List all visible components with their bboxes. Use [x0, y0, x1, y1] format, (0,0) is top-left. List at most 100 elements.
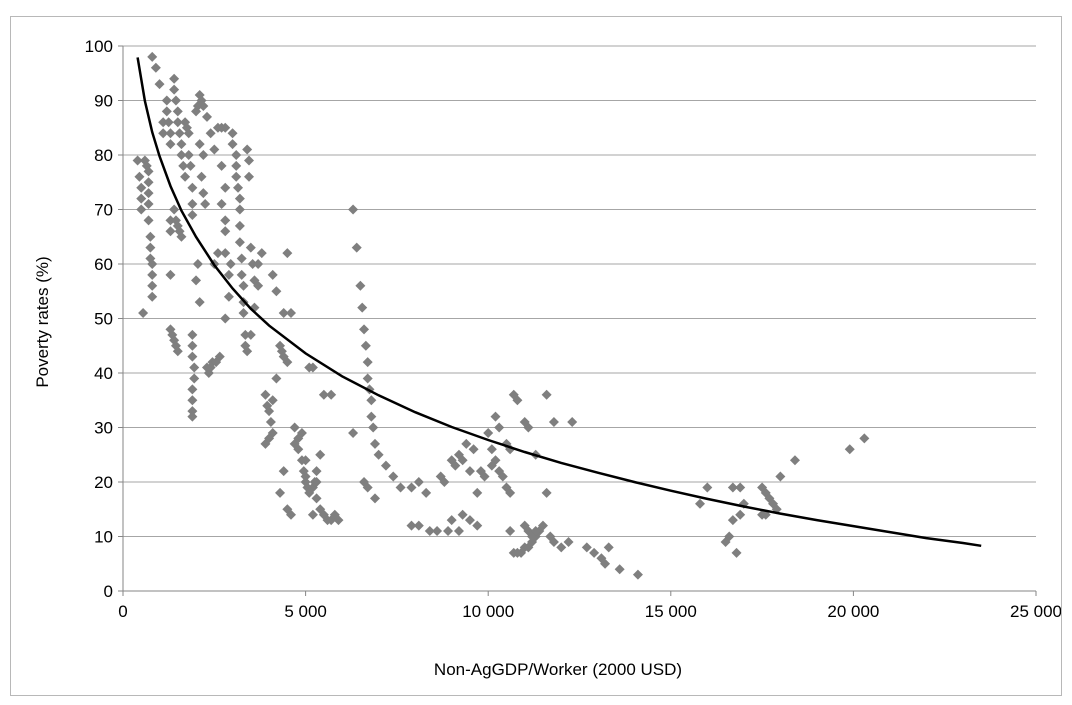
data-point [505, 487, 516, 498]
data-point [234, 193, 245, 204]
data-point [196, 171, 207, 182]
data-point [187, 182, 198, 193]
data-point [355, 280, 366, 291]
data-point [161, 106, 172, 117]
data-point [366, 395, 377, 406]
data-point [169, 84, 180, 95]
data-point [185, 160, 196, 171]
data-point [632, 569, 643, 580]
data-point [227, 139, 238, 150]
y-tick-label: 90 [94, 92, 113, 111]
data-point [187, 384, 198, 395]
data-point [278, 466, 289, 477]
data-point [486, 460, 497, 471]
data-point [264, 406, 275, 417]
data-point [147, 269, 158, 280]
data-point [556, 542, 567, 553]
data-point [567, 417, 578, 428]
data-point [413, 477, 424, 487]
data-point [194, 139, 205, 150]
data-point [216, 199, 227, 210]
data-point [143, 215, 154, 226]
data-point [432, 526, 443, 537]
data-point [563, 536, 574, 547]
data-point [209, 144, 220, 155]
data-point [147, 280, 158, 291]
data-point [189, 362, 200, 373]
data-point [695, 498, 706, 509]
data-point [150, 62, 161, 73]
data-point [136, 204, 147, 215]
data-point [198, 188, 209, 199]
data-point [223, 291, 234, 302]
data-point [614, 564, 625, 575]
x-tick-label: 25 000 [1010, 602, 1061, 621]
data-point [172, 346, 183, 357]
data-point [253, 259, 264, 269]
x-tick-label: 15 000 [645, 602, 697, 621]
data-point [380, 460, 391, 471]
data-point [472, 520, 483, 531]
data-point [275, 487, 286, 498]
data-point [163, 117, 174, 128]
data-point [446, 515, 457, 526]
data-point [267, 395, 278, 406]
data-point [424, 526, 435, 537]
data-point [362, 482, 373, 493]
data-point [362, 373, 373, 384]
data-point [231, 160, 242, 171]
y-tick-label: 0 [104, 582, 113, 601]
data-point [289, 422, 300, 433]
data-point [243, 171, 254, 182]
data-point [413, 520, 424, 531]
data-point [541, 487, 552, 498]
data-point [143, 177, 154, 188]
data-point [253, 280, 264, 291]
data-point [282, 248, 293, 259]
data-point [450, 460, 461, 471]
data-point [187, 351, 198, 362]
data-point [143, 199, 154, 210]
data-point [180, 171, 191, 182]
data-point [245, 329, 256, 340]
data-point [231, 150, 242, 160]
trendline [136, 57, 982, 548]
data-point [260, 438, 271, 449]
data-point [472, 487, 483, 498]
data-point [245, 242, 256, 253]
data-point [735, 482, 746, 493]
data-point [333, 515, 344, 526]
y-tick-label: 100 [85, 37, 113, 56]
data-point [187, 199, 198, 210]
data-point [191, 275, 202, 286]
data-point [369, 493, 380, 504]
data-point [357, 302, 368, 313]
data-point [198, 100, 209, 111]
data-point [505, 526, 516, 537]
data-point [512, 395, 523, 406]
data-point [264, 433, 275, 444]
x-tick-labels: 0 5 000 10 000 15 000 20 000 25 000 [118, 602, 1061, 621]
data-point [187, 209, 198, 220]
data-point [187, 411, 198, 422]
data-point [724, 531, 735, 542]
data-point [187, 395, 198, 406]
data-point [589, 547, 600, 558]
data-point [735, 509, 746, 520]
y-tick-label: 70 [94, 201, 113, 220]
data-point [439, 477, 450, 487]
data-point [461, 438, 472, 449]
data-point [205, 128, 216, 139]
data-point [236, 253, 247, 264]
data-point [234, 237, 245, 248]
data-point [309, 477, 320, 487]
data-point [285, 308, 296, 319]
data-point [267, 269, 278, 280]
data-point [220, 226, 231, 237]
y-axis-label: Poverty rates (%) [33, 256, 52, 387]
data-point [216, 160, 227, 171]
data-point [348, 427, 359, 438]
data-point [192, 259, 203, 269]
data-point [307, 362, 318, 373]
y-tick-label: 60 [94, 255, 113, 274]
